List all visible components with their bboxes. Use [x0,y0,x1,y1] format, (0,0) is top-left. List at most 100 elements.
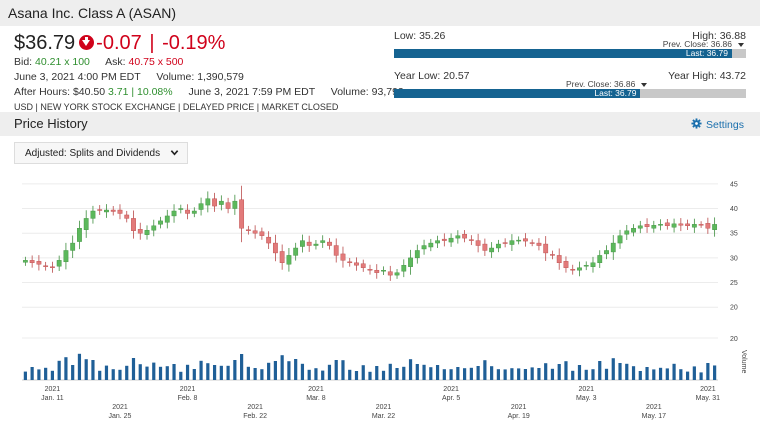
candle [151,225,157,231]
candle [279,251,285,263]
volume-bar [341,360,345,380]
x-tick-year: 2021 [247,404,263,411]
volume-bar [192,369,196,380]
volume-bar [91,360,95,380]
volume-bar [57,360,61,380]
candle [523,238,528,242]
candle [340,253,346,261]
page-title: Asana Inc. Class A (ASAN) [8,5,177,21]
volume-bar [415,364,419,380]
volume-bar [131,358,136,380]
candle [70,242,76,251]
year-range-fill [394,89,641,98]
volume-bar [435,365,440,380]
volume-bar [631,366,636,380]
x-tick-date: May. 3 [576,395,597,402]
volume-label: Volume: [156,71,195,83]
candle [408,257,413,267]
x-tick-year: 2021 [700,386,716,393]
day-last-label: Last: 36.79 [685,48,728,58]
volume-bar [571,370,575,380]
after-hours-price: $40.50 [72,86,106,98]
last-price: $36.79 [14,32,76,54]
ask-label: Ask: [105,56,126,68]
candle [577,267,582,271]
quote-panel: $36.79 -0.07 | -0.19% Bid: 40.21 x 100 As… [14,32,404,114]
volume-bar [125,365,129,380]
volume-bar [98,370,102,380]
candle [124,214,130,219]
candle [178,208,184,210]
candle [63,250,69,263]
price-tick-label: 30 [730,255,738,262]
candle [698,224,704,226]
settings-link[interactable]: Settings [691,118,744,131]
volume-bar [490,366,494,380]
price-tick-label: 20 [730,305,738,312]
candle [435,240,440,244]
volume-bar [77,353,82,380]
adjustment-select[interactable]: Adjusted: Splits and Dividends [14,142,188,164]
volume-bar [422,364,426,380]
candle [171,210,177,217]
price-tick-label: 25 [730,280,738,287]
gear-icon [691,118,702,129]
candle [218,200,224,205]
candle [293,247,299,256]
volume-bar [713,365,717,380]
volume-bar [212,365,217,380]
candle [509,240,515,245]
candle [22,260,28,263]
volume-bar [199,360,203,380]
price-line: $36.79 -0.07 | -0.19% [14,32,384,54]
after-hours-line: After Hours: $40.50 3.71 | 10.08% June 3… [14,86,404,99]
candle [381,269,386,272]
year-high-label: Year High: 43.72 [668,70,746,82]
candle [29,260,35,264]
candle [658,224,663,226]
volume-bar [591,369,595,380]
x-tick-year: 2021 [578,386,594,393]
x-tick-year: 2021 [180,386,196,393]
bid-label: Bid: [14,56,33,68]
volume-bar [483,360,487,380]
volume-bar [429,367,433,380]
caret-down-icon [738,42,744,47]
volume-bar [449,369,453,380]
candle [333,245,339,256]
volume-bar [564,361,568,380]
volume-bar [253,368,257,380]
x-tick-date: Mar. 8 [306,395,326,402]
volume-bar [300,363,305,380]
volume-bar [233,360,237,380]
candle [137,229,143,234]
candle [83,218,89,230]
x-tick-date: Mar. 22 [372,413,395,420]
volume-value: 1,390,579 [197,71,244,83]
candle [475,240,481,246]
volume-bar [645,367,649,380]
volume-bar [138,364,142,380]
after-hours-label: After Hours: [14,86,71,98]
price-tick-label: 35 [730,231,738,238]
volume-bar [71,365,75,380]
candle [185,209,190,214]
volume-bar [672,363,676,380]
candle [637,225,643,229]
title-bar: Asana Inc. Class A (ASAN) [0,0,760,26]
quote-datetime: June 3, 2021 4:00 PM EDT [14,71,141,83]
chevron-down-icon [170,150,179,156]
volume-bar [327,364,332,380]
price-change-percent: -0.19% [162,32,226,54]
year-prev-close: Prev. Close: 36.86 [566,79,648,89]
volume-bar [307,369,311,380]
arrow-down-icon [79,35,95,50]
volume-bar [530,367,534,380]
volume-bar [706,363,710,380]
x-tick-date: Feb. 22 [243,413,267,420]
price-change: -0.07 [96,32,142,54]
volume-bar [665,368,669,380]
candle [354,262,359,266]
volume-bar [456,367,460,380]
